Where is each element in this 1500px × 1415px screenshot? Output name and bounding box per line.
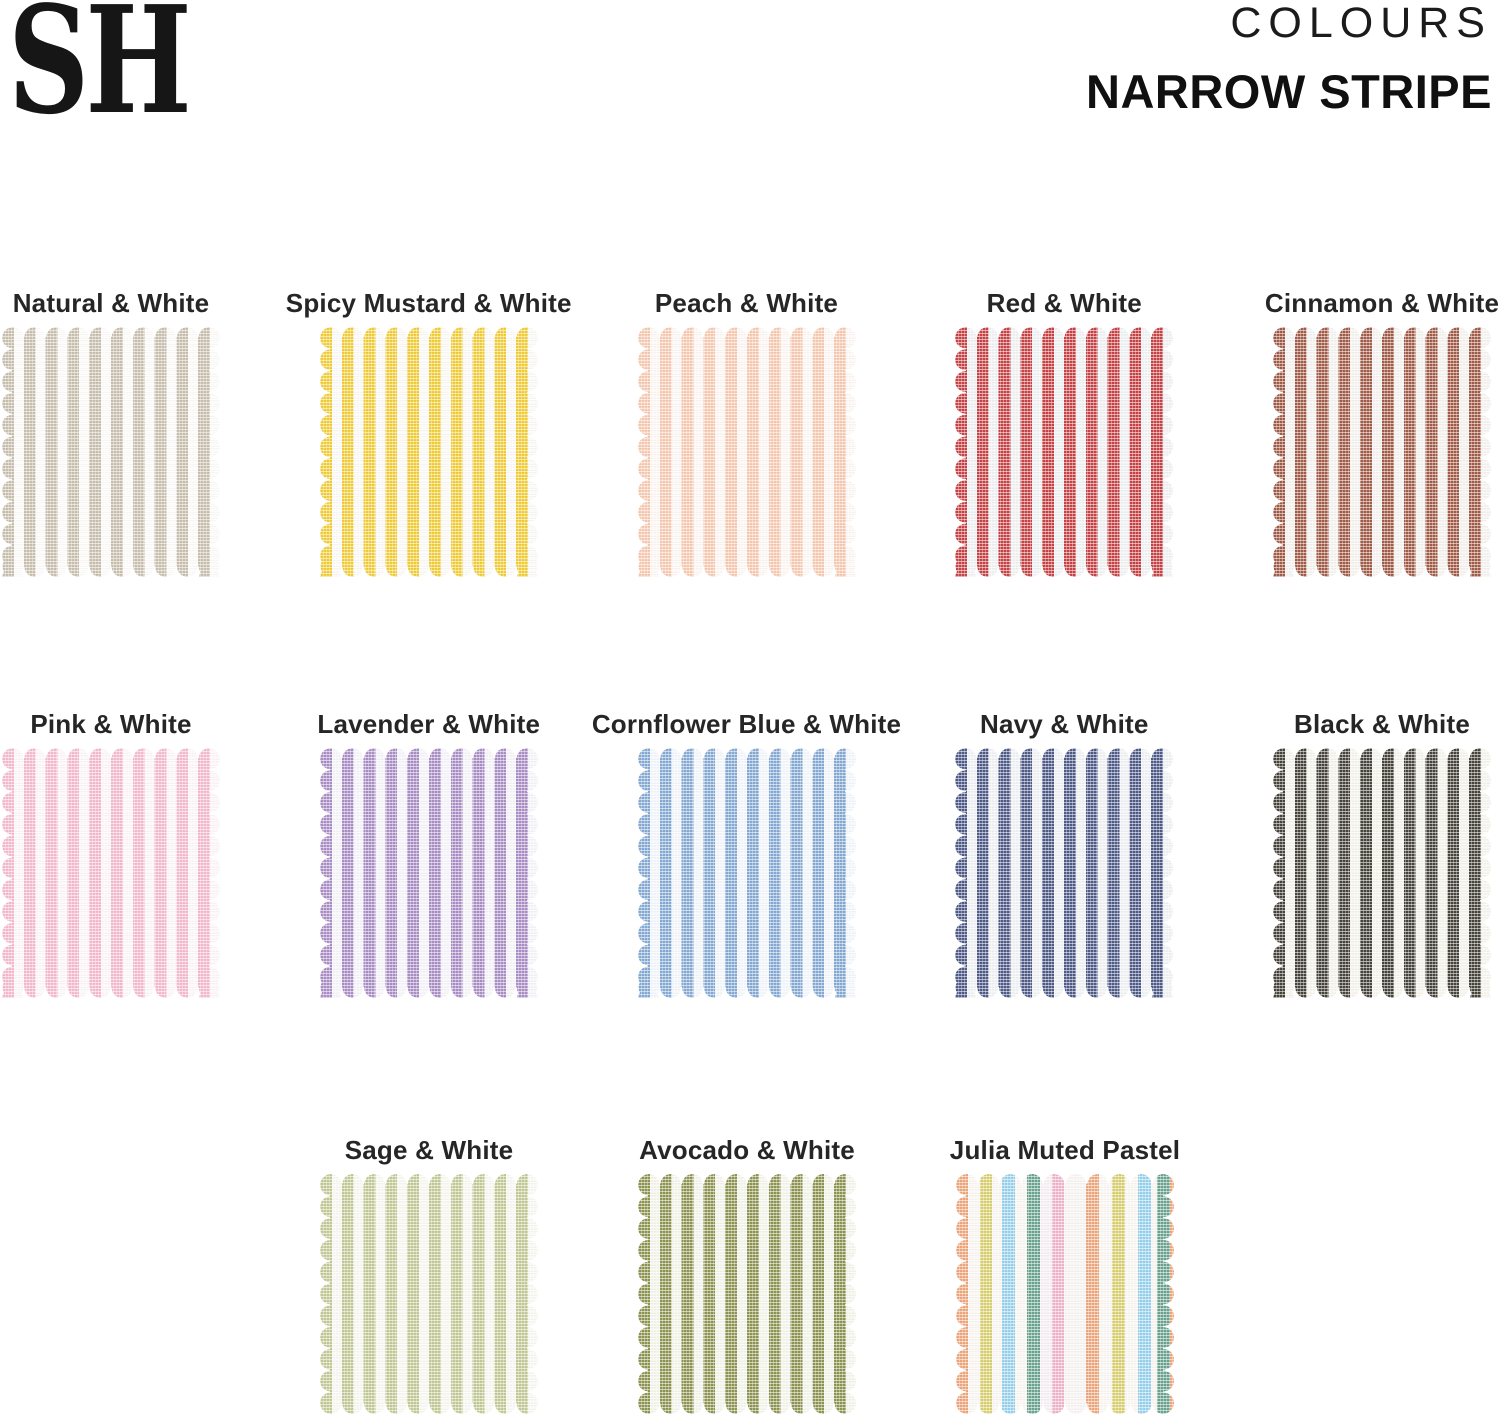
fabric-sample xyxy=(2,327,220,577)
fabric-texture xyxy=(2,748,220,998)
fabric-sample xyxy=(955,748,1174,998)
fabric-texture xyxy=(1273,327,1491,577)
fabric-texture xyxy=(2,327,220,577)
swatch-spicy-mustard-white: Spicy Mustard & White xyxy=(286,287,572,577)
fabric-texture xyxy=(1273,748,1491,998)
fabric-texture xyxy=(955,327,1174,577)
swatch-label: Black & White xyxy=(1294,709,1470,739)
fabric-sample xyxy=(319,327,538,577)
swatch-lavender-white: Lavender & White xyxy=(317,708,541,998)
header-titles: COLOURS NARROW STRIPE xyxy=(1086,0,1492,118)
swatch-julia-muted-pastel: Julia Muted Pastel xyxy=(950,1134,1180,1414)
swatch-label: Pink & White xyxy=(30,709,192,739)
swatch-peach-white: Peach & White xyxy=(637,287,856,577)
fabric-sample xyxy=(1273,748,1491,998)
swatch-label: Avocado & White xyxy=(639,1135,855,1165)
fabric-texture xyxy=(319,327,538,577)
swatch-label: Cornflower Blue & White xyxy=(591,709,902,739)
fabric-sample xyxy=(2,748,220,998)
swatch-label: Red & White xyxy=(986,288,1142,318)
swatch-label: Peach & White xyxy=(654,288,839,318)
swatch-label: Natural & White xyxy=(12,288,210,318)
swatch-label: Sage & White xyxy=(344,1135,514,1165)
swatch-label: Lavender & White xyxy=(317,709,541,739)
swatch-label: Cinnamon & White xyxy=(1264,288,1500,318)
fabric-texture xyxy=(638,1174,856,1414)
swatch-sage-white: Sage & White xyxy=(320,1134,538,1414)
swatch-natural-white: Natural & White xyxy=(2,287,220,577)
fabric-texture xyxy=(637,327,856,577)
fabric-texture xyxy=(955,748,1174,998)
swatch-label: Navy & White xyxy=(979,709,1149,739)
swatch-pink-white: Pink & White xyxy=(2,708,220,998)
fabric-texture xyxy=(320,1174,538,1414)
fabric-sample xyxy=(319,748,538,998)
swatch-avocado-white: Avocado & White xyxy=(638,1134,856,1414)
swatch-navy-white: Navy & White xyxy=(955,708,1174,998)
swatch-label: Julia Muted Pastel xyxy=(949,1135,1181,1165)
swatch-row-3: Sage & White Avocado & White Julia Muted… xyxy=(320,1134,1180,1414)
swatch-label: Spicy Mustard & White xyxy=(285,288,572,318)
swatch-cornflower-blue-white: Cornflower Blue & White xyxy=(592,708,901,998)
swatch-row-2: Pink & White Lavender & White Cornflower… xyxy=(2,708,1491,998)
swatch-red-white: Red & White xyxy=(955,287,1174,577)
brand-logo: SH xyxy=(8,0,192,147)
fabric-texture xyxy=(637,748,856,998)
fabric-sample xyxy=(638,1174,856,1414)
page-title: NARROW STRIPE xyxy=(1086,65,1492,118)
fabric-sample xyxy=(320,1174,538,1414)
fabric-sample xyxy=(1273,327,1491,577)
swatch-cinnamon-white: Cinnamon & White xyxy=(1265,287,1499,577)
fabric-sample xyxy=(956,1174,1174,1414)
fabric-sample xyxy=(955,327,1174,577)
collection-label: COLOURS xyxy=(1230,0,1492,47)
swatch-row-1: Natural & White Spicy Mustard & White Pe… xyxy=(2,287,1499,577)
fabric-sample xyxy=(637,327,856,577)
fabric-texture xyxy=(956,1174,1174,1414)
fabric-sample xyxy=(637,748,856,998)
swatch-black-white: Black & White xyxy=(1273,708,1491,998)
fabric-texture xyxy=(319,748,538,998)
